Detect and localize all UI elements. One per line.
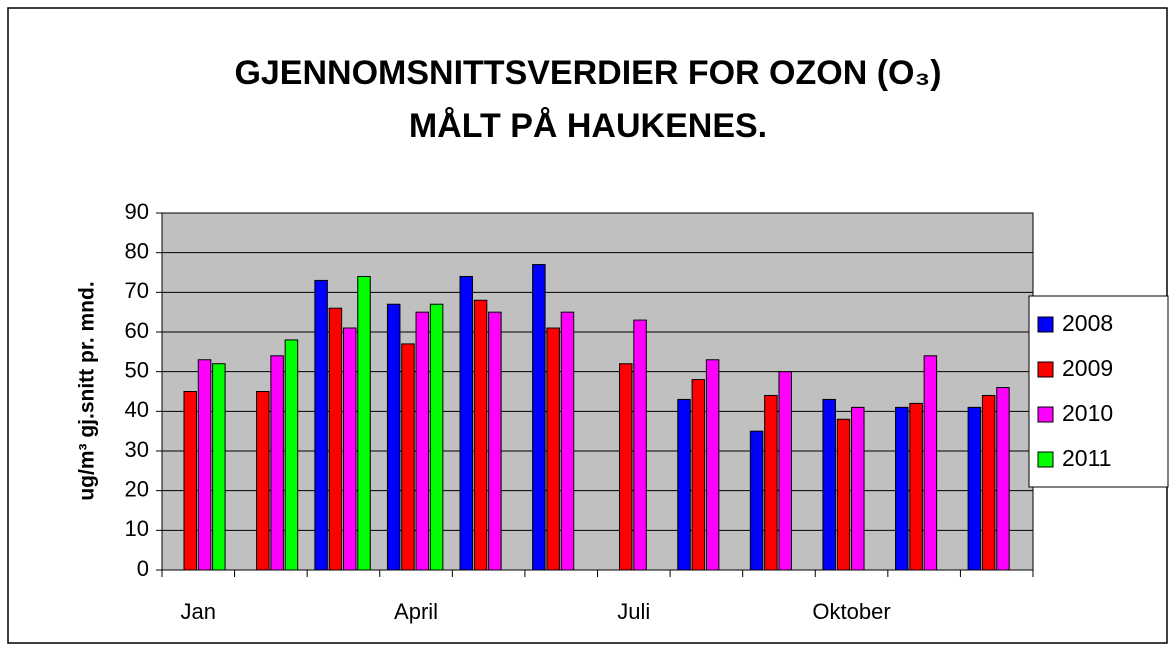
bar <box>532 264 546 571</box>
legend-label: 2011 <box>1062 445 1111 471</box>
y-tick-label: 60 <box>125 318 149 343</box>
bar <box>633 319 647 571</box>
bar <box>981 394 996 571</box>
bar <box>764 394 778 571</box>
y-tick-label: 10 <box>125 516 149 541</box>
legend-swatch <box>1037 451 1054 468</box>
bar <box>212 363 226 571</box>
bar <box>401 343 415 571</box>
bar <box>459 275 474 571</box>
bar <box>197 359 212 571</box>
x-tick-label: Jan <box>181 599 216 624</box>
y-tick-label: 50 <box>125 357 149 382</box>
bar <box>357 275 371 571</box>
bar <box>836 418 851 571</box>
chart-title: MÅLT PÅ HAUKENES. <box>409 107 767 145</box>
bar <box>851 406 865 571</box>
y-tick-label: 80 <box>125 238 149 263</box>
bar <box>923 355 938 571</box>
bar <box>270 355 284 571</box>
legend-swatch <box>1037 361 1054 378</box>
plot-area <box>162 213 1033 570</box>
bar <box>183 391 197 571</box>
bar <box>909 402 923 571</box>
bar <box>328 307 343 571</box>
bar <box>256 391 270 571</box>
bar <box>429 303 444 571</box>
y-tick-label: 0 <box>137 556 149 581</box>
chart-title: GJENNOMSNITTSVERDIER FOR OZON (O₃) <box>234 54 941 92</box>
bar <box>546 327 560 571</box>
bar <box>895 406 909 571</box>
bar <box>415 311 430 571</box>
x-tick-label: Oktober <box>812 599 890 624</box>
y-tick-label: 40 <box>125 397 149 422</box>
bar <box>284 339 299 571</box>
bar <box>996 387 1010 571</box>
y-axis-title: ug/m³ gj.snitt pr. mnd. <box>76 281 99 500</box>
bar <box>488 311 502 571</box>
bar <box>386 303 401 571</box>
bar <box>473 299 488 571</box>
bar <box>618 363 633 571</box>
y-tick-label: 90 <box>125 199 149 224</box>
bar <box>677 398 691 571</box>
bar <box>778 371 792 571</box>
legend-swatch <box>1037 406 1054 423</box>
legend-swatch <box>1037 316 1054 333</box>
x-tick-label: Juli <box>617 599 650 624</box>
bar <box>691 379 706 571</box>
legend-label: 2009 <box>1062 355 1113 381</box>
bar <box>749 430 764 571</box>
x-tick-label: April <box>394 599 438 624</box>
bar <box>822 398 836 571</box>
bar <box>342 327 357 571</box>
y-tick-label: 30 <box>125 437 149 462</box>
bar <box>705 359 720 571</box>
y-tick-label: 20 <box>125 476 149 501</box>
bar <box>967 406 982 571</box>
legend-label: 2008 <box>1062 310 1113 336</box>
bar <box>560 311 575 571</box>
bar <box>314 279 328 571</box>
legend-label: 2010 <box>1062 400 1113 426</box>
y-tick-label: 70 <box>125 278 149 303</box>
